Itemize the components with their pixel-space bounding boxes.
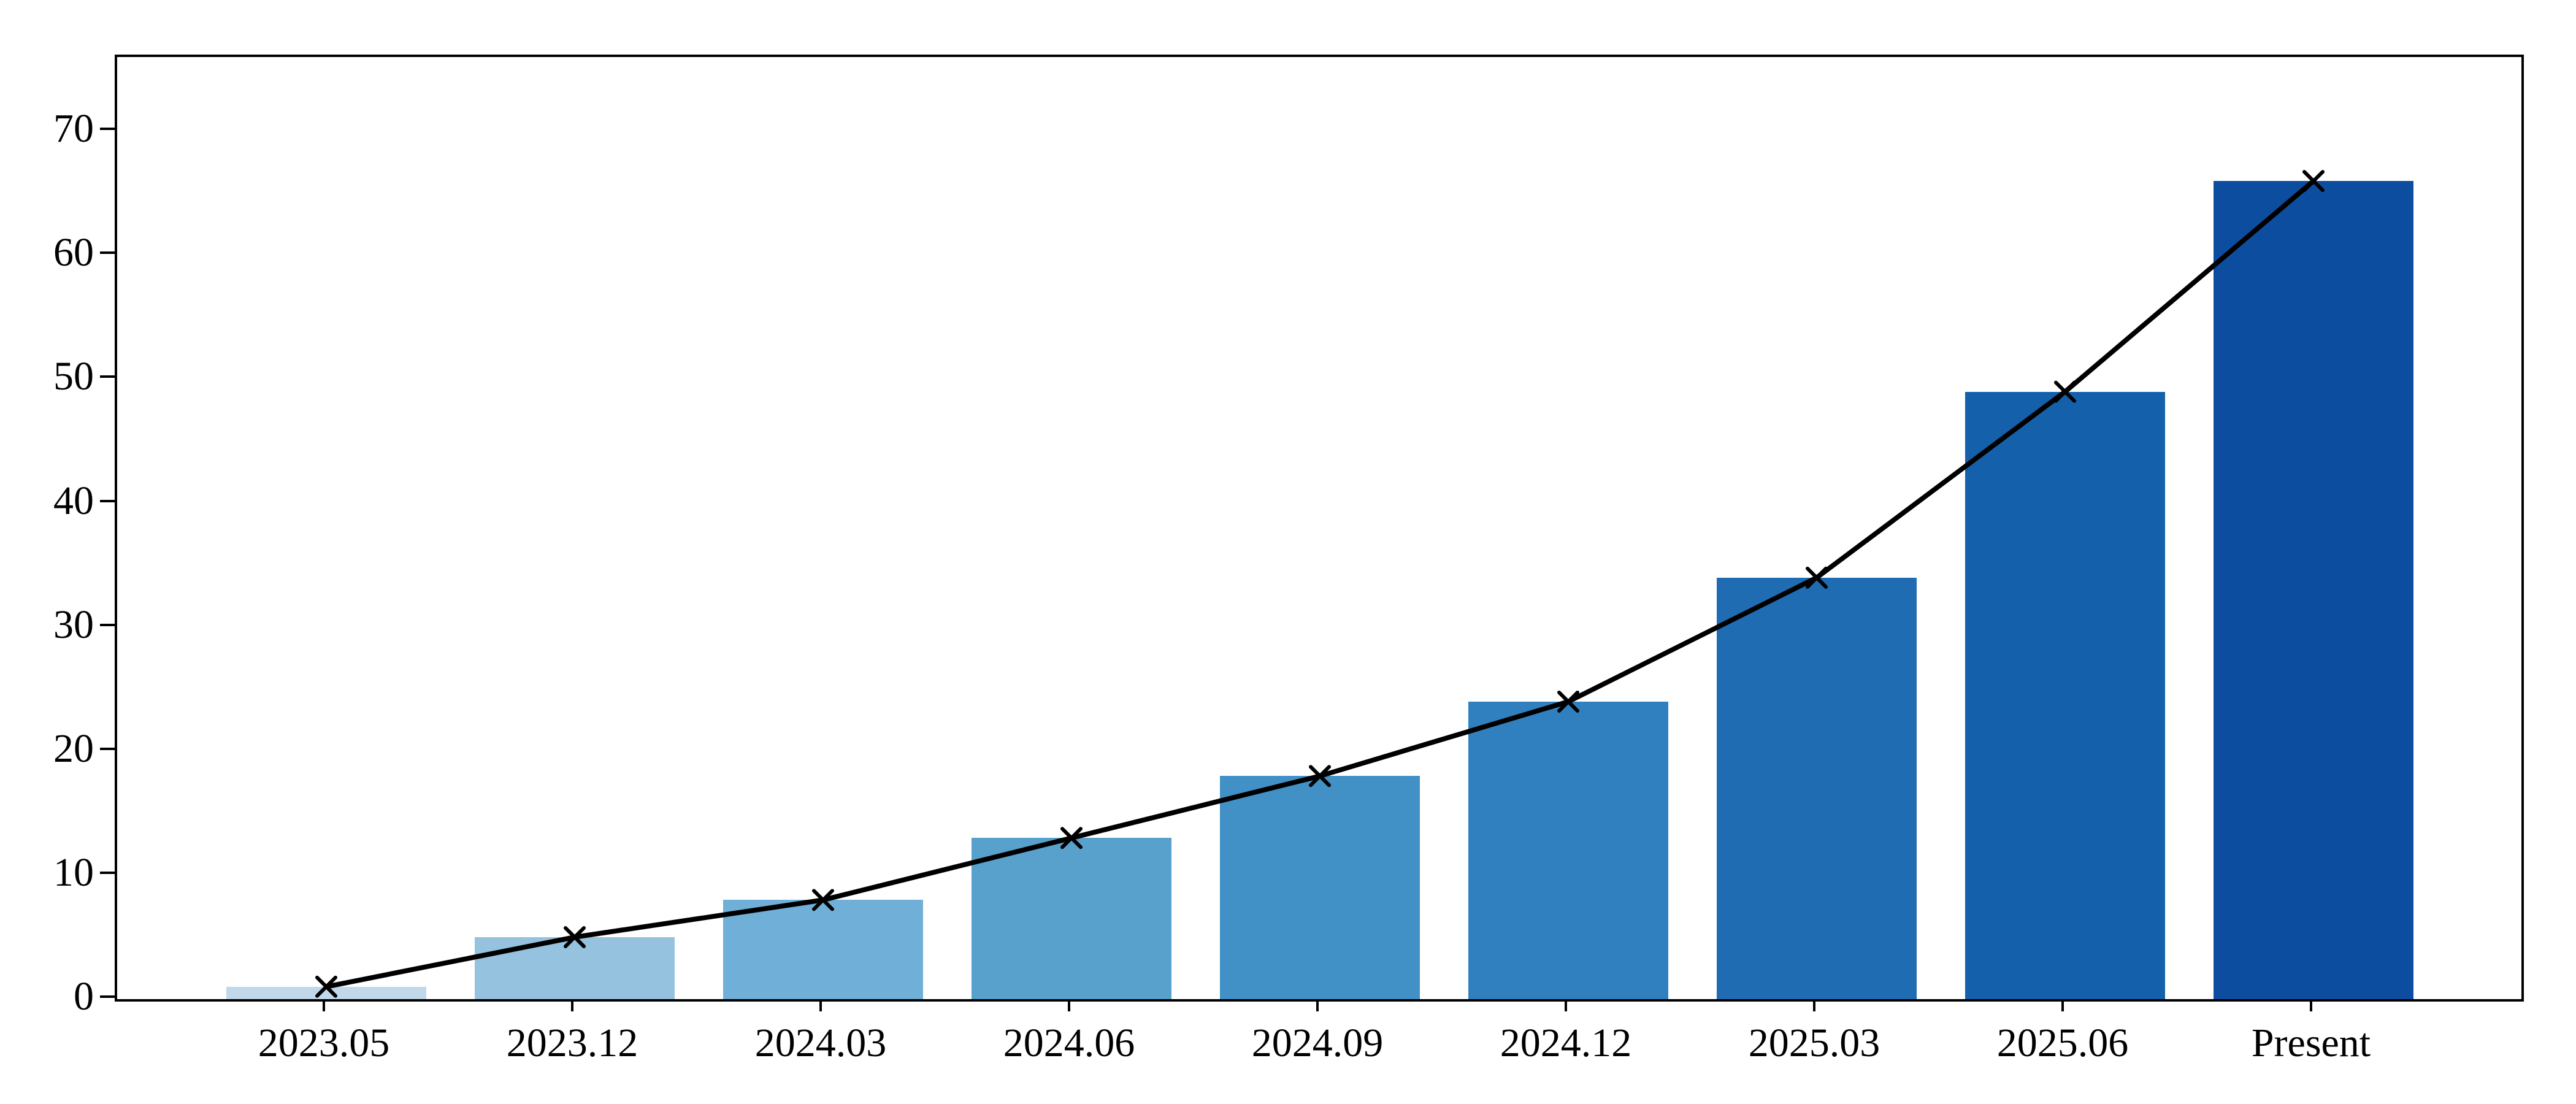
y-tick-mark <box>100 251 115 255</box>
x-tick-label: 2024.09 <box>1251 1021 1384 1065</box>
bar-present <box>2214 181 2413 999</box>
x-marker <box>1309 765 1331 788</box>
x-marker <box>812 889 834 911</box>
x-marker <box>315 975 337 998</box>
y-tick-mark <box>100 871 115 874</box>
x-tick-label: 2024.03 <box>754 1021 887 1065</box>
trend-line <box>324 178 2316 989</box>
x-tick-mark <box>2310 999 2312 1011</box>
y-tick-label: 60 <box>53 230 94 275</box>
x-marker <box>1806 566 1828 589</box>
y-tick-label: 70 <box>53 106 94 151</box>
x-tick-label: 2025.03 <box>1748 1021 1880 1065</box>
x-marker <box>2302 170 2325 193</box>
bar-2023-12 <box>475 937 675 999</box>
y-tick-mark <box>100 623 115 626</box>
x-marker <box>564 926 586 948</box>
y-tick-mark <box>100 747 115 750</box>
y-tick-label: 50 <box>53 354 94 399</box>
x-marker <box>2054 380 2076 403</box>
x-tick-mark <box>1316 999 1319 1011</box>
bar-2023-05 <box>226 986 426 999</box>
y-tick-mark <box>100 995 115 998</box>
y-tick-label: 30 <box>53 602 94 647</box>
y-tick-mark <box>100 499 115 502</box>
x-tick-mark <box>819 999 822 1011</box>
bar-2024-09 <box>1220 776 1420 999</box>
bar-2024-12 <box>1468 701 1668 999</box>
x-tick-mark <box>323 999 325 1011</box>
bar-2025-06 <box>1965 391 2165 999</box>
x-tick-label: 2023.12 <box>506 1021 638 1065</box>
y-tick-mark <box>100 128 115 131</box>
plot-area <box>115 55 2524 1002</box>
bar-2024-03 <box>723 900 923 999</box>
y-tick-label: 20 <box>53 726 94 771</box>
y-tick-label: 10 <box>53 849 94 895</box>
bar-2025-03 <box>1717 577 1917 999</box>
x-tick-label: Present <box>2251 1021 2371 1065</box>
x-tick-label: 2025.06 <box>1996 1021 2129 1065</box>
y-tick-label: 40 <box>53 478 94 523</box>
bars-layer <box>117 57 2521 999</box>
x-tick-label: 2024.06 <box>1003 1021 1135 1065</box>
x-tick-label: 2024.12 <box>1500 1021 1632 1065</box>
y-tick-mark <box>100 375 115 378</box>
x-marker <box>1060 827 1083 849</box>
x-tick-mark <box>2061 999 2064 1011</box>
x-tick-label: 2023.05 <box>258 1021 390 1065</box>
x-marker <box>1557 690 1579 713</box>
x-tick-mark <box>1068 999 1070 1011</box>
x-tick-mark <box>1565 999 1567 1011</box>
trend-line-layer <box>315 170 2325 998</box>
bar-2024-06 <box>972 838 1171 999</box>
x-tick-mark <box>571 999 573 1011</box>
x-tick-mark <box>1813 999 1815 1011</box>
y-tick-label: 0 <box>74 974 94 1019</box>
